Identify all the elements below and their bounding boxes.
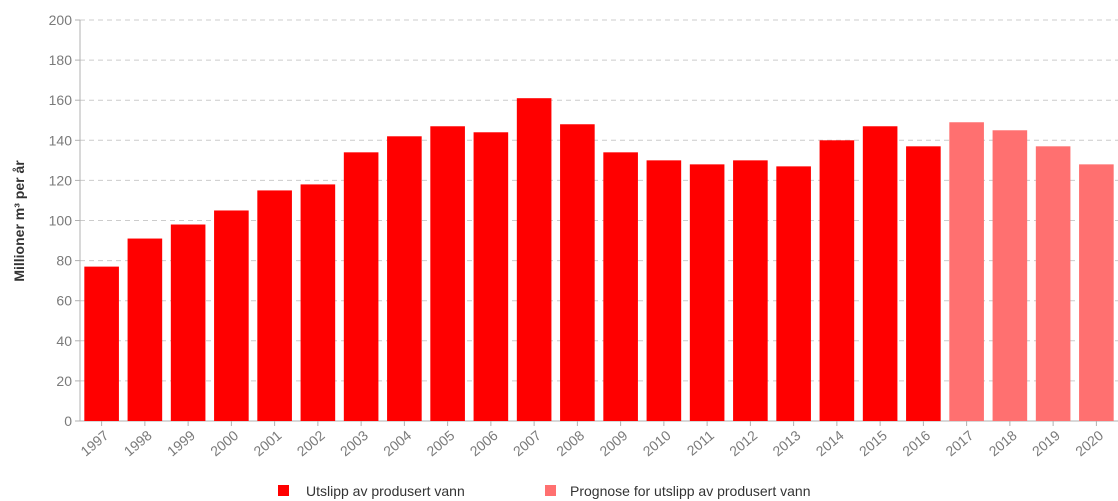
- x-tick-label: 2008: [553, 427, 587, 459]
- y-tick-label: 100: [49, 213, 73, 229]
- bar-2019[interactable]: [1035, 146, 1071, 421]
- y-axis-ticks: 0 20 40 60 80 100 120 140 160 180 200: [49, 12, 80, 429]
- y-tick-label: 80: [56, 253, 72, 269]
- x-tick-label: 2003: [337, 427, 371, 459]
- bar-2016[interactable]: [906, 146, 941, 421]
- bars: [84, 98, 1114, 422]
- gridlines: [80, 19, 1118, 382]
- y-tick-label: 0: [64, 413, 72, 429]
- legend-swatch-series-1: [278, 485, 289, 496]
- x-tick-label: 2006: [467, 427, 501, 459]
- bar-2003[interactable]: [343, 152, 379, 421]
- bar-2001[interactable]: [257, 190, 292, 421]
- x-tick-label: 2019: [1029, 427, 1063, 459]
- y-tick-label: 180: [49, 52, 73, 68]
- legend-label-series-2: Prognose for utslipp av produsert vann: [570, 483, 810, 499]
- bar-2009[interactable]: [603, 152, 638, 421]
- y-tick-label: 60: [56, 293, 72, 309]
- bar-2007[interactable]: [516, 98, 552, 421]
- x-tick-label: 2012: [726, 427, 760, 459]
- legend[interactable]: Utslipp av produsert vann Prognose for u…: [278, 483, 810, 499]
- y-tick-label: 140: [49, 132, 73, 148]
- x-tick-label: 2010: [640, 427, 674, 459]
- y-tick-label: 20: [56, 373, 72, 389]
- bar-2013[interactable]: [776, 166, 811, 421]
- legend-swatch-series-2: [545, 485, 556, 496]
- legend-label-series-1: Utslipp av produsert vann: [306, 483, 465, 499]
- y-axis-label: Millioner m³ per år: [11, 160, 27, 282]
- bar-2011[interactable]: [689, 164, 725, 422]
- x-tick-label: 1997: [77, 427, 111, 459]
- bar-2004[interactable]: [387, 136, 422, 422]
- bar-2017[interactable]: [949, 122, 984, 421]
- bar-2002[interactable]: [300, 184, 336, 421]
- bar-2005[interactable]: [430, 126, 465, 421]
- y-tick-label: 40: [56, 333, 72, 349]
- bar-1998[interactable]: [127, 238, 163, 421]
- x-tick-label: 2020: [1072, 427, 1106, 459]
- x-tick-label: 1999: [164, 427, 198, 459]
- bar-2008[interactable]: [560, 124, 595, 421]
- x-tick-label: 2004: [380, 427, 414, 459]
- x-tick-label: 2015: [856, 427, 890, 459]
- bar-1997[interactable]: [84, 266, 119, 421]
- x-tick-label: 2007: [510, 427, 544, 459]
- bar-2014[interactable]: [819, 140, 855, 422]
- x-tick-label: 2001: [250, 427, 284, 459]
- bar-1999[interactable]: [170, 224, 206, 421]
- x-tick-label: 2011: [684, 427, 718, 459]
- x-axis-ticks: 1997 1998 1999 2000 2001 2002 2003 2004 2005 2006…: [77, 421, 1106, 459]
- y-tick-label: 200: [49, 12, 73, 28]
- y-tick-label: 160: [49, 92, 73, 108]
- x-tick-label: 2002: [294, 427, 328, 459]
- bar-2012[interactable]: [733, 160, 768, 421]
- bar-2020[interactable]: [1079, 164, 1114, 422]
- bar-2006[interactable]: [473, 132, 509, 421]
- bar-2018[interactable]: [992, 130, 1028, 421]
- x-tick-label: 2018: [986, 427, 1020, 459]
- x-tick-label: 2005: [423, 427, 457, 459]
- x-tick-label: 2014: [813, 427, 847, 459]
- bar-2010[interactable]: [646, 160, 682, 421]
- x-tick-label: 2013: [769, 427, 803, 459]
- x-tick-label: 1998: [121, 427, 155, 459]
- bar-2015[interactable]: [862, 126, 898, 421]
- x-tick-label: 2017: [942, 427, 976, 459]
- y-tick-label: 120: [49, 172, 73, 188]
- bar-2000[interactable]: [214, 210, 249, 421]
- x-tick-label: 2000: [207, 427, 241, 459]
- x-tick-label: 2009: [596, 427, 630, 459]
- x-tick-label: 2016: [899, 427, 933, 459]
